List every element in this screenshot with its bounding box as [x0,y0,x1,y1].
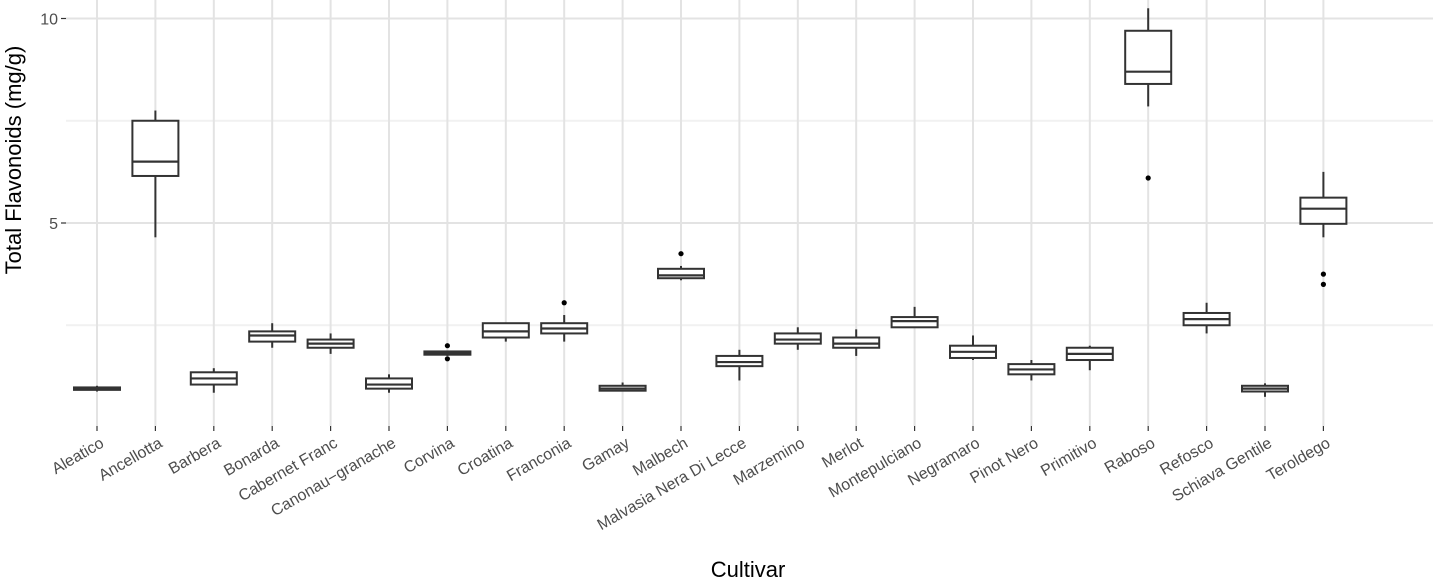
box-aleatico [73,385,121,392]
box-pinot-nero [1007,360,1056,381]
box-marzemino [773,327,822,350]
box-merlot [832,329,881,356]
box-gamay [598,382,647,392]
outlier-point [561,300,567,306]
x-tick-label: Ancellotta [96,435,165,485]
box-croatina [481,322,530,342]
box-iqr [131,119,180,177]
outlier-point [1320,281,1326,287]
x-tick-label: Primitivo [1038,435,1100,480]
box-iqr [657,267,705,280]
y-axis-title: Total Flavonoids (mg/g) [1,46,26,275]
outlier-point [1320,271,1326,277]
outlier-point [1145,175,1151,181]
x-tick-label: Merlot [819,434,866,471]
box-barbera [189,368,238,393]
box-malbech [657,251,705,281]
box-refosco [1182,302,1231,334]
x-tick-label: Franconia [504,435,574,485]
box-ancellotta [131,110,180,238]
x-tick-label: Raboso [1102,435,1158,477]
x-axis-title: Cultivar [711,557,786,579]
box-franconia [540,300,589,342]
x-tick-label: Corvina [401,435,457,477]
box-canonau-granache [365,374,413,393]
box-bonarda [248,323,297,348]
x-tick-label: Barbera [166,435,224,478]
box-primitivo [1065,345,1114,371]
box-raboso [1124,8,1173,181]
box-iqr [1299,196,1348,225]
box-negramaro [949,335,997,361]
box-schiava-gentile [1241,383,1289,397]
box-cabernet-franc [306,333,355,354]
outlier-point [444,356,450,362]
boxes-layer [73,8,1348,397]
box-iqr [1124,29,1173,85]
y-tick-label: 5 [49,216,58,233]
outlier-point [678,251,684,257]
box-corvina [423,343,472,362]
box-teroldego [1299,171,1348,287]
x-tick-label: Schiava Gentile [1169,435,1275,506]
outlier-point [444,343,450,349]
box-montepulciano [890,306,939,329]
x-tick-label: Gamay [579,435,632,476]
y-tick-label: 10 [40,12,58,29]
box-malvasia-nera-di-lecce [715,349,764,381]
x-tick-label: Teroldego [1264,435,1333,485]
